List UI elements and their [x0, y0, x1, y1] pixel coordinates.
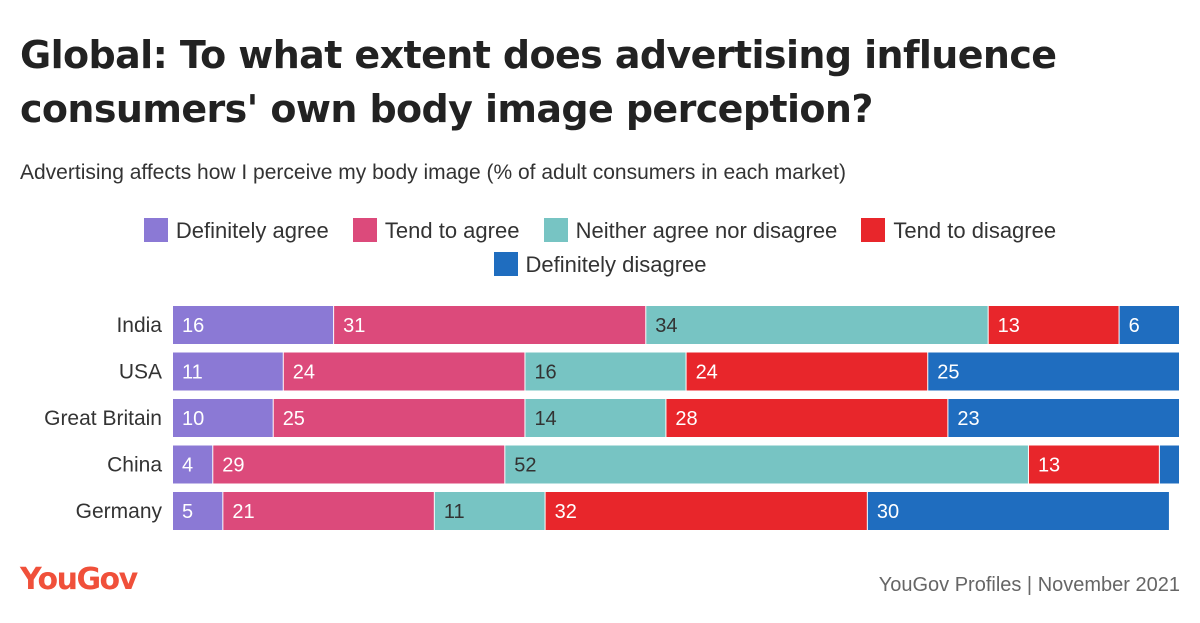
legend-label: Neither agree nor disagree [575, 218, 838, 243]
legend-swatch [493, 252, 518, 276]
bar-germany-neither-agree-nor-disagree [434, 492, 545, 530]
bar-china-tend-to-agree [213, 445, 505, 484]
stacked-bar-chart: India 16 31 34 13 6 USA 11 24 16 24 25 Great Britain… [44, 306, 1179, 530]
bar-india-tend-to-agree [334, 306, 646, 344]
yougov-logo: YouGov [20, 562, 138, 597]
source-note: YouGov Profiles | November 2021 [878, 574, 1180, 596]
bar-great-britain-tend-to-agree [273, 399, 525, 437]
data-label-china-neither-agree-nor-disagree: 52 [514, 455, 536, 477]
category-label-usa: USA [119, 361, 162, 384]
bar-great-britain-definitely-agree [173, 399, 273, 437]
category-label-india: India [116, 314, 162, 337]
bar-great-britain-tend-to-disagree [666, 399, 948, 437]
bar-china-neither-agree-nor-disagree [505, 445, 1028, 484]
legend-label: Definitely disagree [525, 252, 707, 277]
legend-swatch [543, 218, 568, 242]
data-label-china-tend-to-agree: 29 [222, 455, 244, 477]
data-label-china-tend-to-disagree: 13 [1038, 455, 1060, 477]
bar-india-tend-to-disagree [988, 306, 1119, 344]
bar-india-definitely-agree [173, 306, 334, 344]
bar-germany-definitely-disagree [867, 492, 1169, 530]
bar-germany-tend-to-agree [223, 492, 434, 530]
bar-china-definitely-agree [173, 445, 213, 484]
chart-title: Global: To what extent does advertising … [20, 33, 1057, 131]
category-label-china: China [107, 454, 162, 477]
data-label-germany-tend-to-agree: 21 [232, 501, 254, 523]
bar-china-definitely-disagree [1159, 445, 1179, 484]
data-label-germany-definitely-disagree: 30 [877, 501, 899, 523]
data-label-usa-tend-to-disagree: 24 [696, 362, 718, 384]
data-label-india-definitely-disagree: 6 [1129, 315, 1140, 337]
bar-great-britain-definitely-disagree [948, 399, 1179, 437]
legend-swatch [352, 218, 377, 242]
data-label-great-britain-neither-agree-nor-disagree: 14 [534, 408, 556, 430]
data-label-great-britain-tend-to-disagree: 28 [675, 408, 697, 430]
bar-india-neither-agree-nor-disagree [646, 306, 988, 344]
data-label-usa-definitely-agree: 11 [182, 362, 203, 384]
data-label-great-britain-definitely-agree: 10 [182, 408, 204, 430]
data-label-germany-neither-agree-nor-disagree: 11 [444, 501, 465, 523]
bar-usa-tend-to-disagree [686, 352, 928, 391]
category-label-great-britain: Great Britain [44, 407, 162, 430]
bar-usa-definitely-agree [173, 352, 283, 391]
data-label-germany-tend-to-disagree: 32 [555, 501, 577, 523]
bar-usa-definitely-disagree [928, 352, 1179, 391]
category-label-germany: Germany [76, 500, 163, 523]
bar-germany-definitely-agree [173, 492, 223, 530]
chart-subtitle: Advertising affects how I perceive my bo… [20, 161, 846, 184]
data-label-india-tend-to-disagree: 13 [998, 315, 1020, 337]
legend-label: Definitely agree [175, 218, 329, 243]
bar-india-definitely-disagree [1119, 306, 1179, 344]
data-label-india-tend-to-agree: 31 [343, 315, 365, 337]
bar-great-britain-neither-agree-nor-disagree [525, 399, 666, 437]
legend-item-definitely-disagree: Definitely disagree [493, 248, 707, 282]
data-label-usa-definitely-disagree: 25 [937, 362, 959, 384]
data-label-great-britain-definitely-disagree: 23 [957, 408, 979, 430]
data-label-great-britain-tend-to-agree: 25 [283, 408, 305, 430]
data-label-india-definitely-agree: 16 [182, 315, 204, 337]
data-label-germany-definitely-agree: 5 [182, 501, 193, 523]
legend-swatch [143, 218, 168, 242]
legend-item-tend-to-disagree: Tend to disagree [861, 214, 1056, 248]
data-label-usa-neither-agree-nor-disagree: 16 [534, 362, 556, 384]
bar-usa-tend-to-agree [283, 352, 525, 391]
bar-germany-tend-to-disagree [545, 492, 867, 530]
legend-item-definitely-agree: Definitely agree [143, 214, 329, 248]
legend: Definitely agree Tend to agree Neither a… [20, 214, 1180, 282]
data-label-usa-tend-to-agree: 24 [293, 362, 315, 384]
data-label-india-neither-agree-nor-disagree: 34 [655, 315, 677, 337]
legend-item-tend-to-agree: Tend to agree [352, 214, 520, 248]
legend-label: Tend to agree [384, 218, 520, 243]
legend-swatch [861, 218, 886, 242]
bar-usa-neither-agree-nor-disagree [525, 352, 686, 391]
bar-china-tend-to-disagree [1028, 445, 1159, 484]
legend-item-neither: Neither agree nor disagree [543, 214, 838, 248]
data-label-china-definitely-agree: 4 [182, 455, 193, 477]
legend-label: Tend to disagree [893, 218, 1057, 243]
